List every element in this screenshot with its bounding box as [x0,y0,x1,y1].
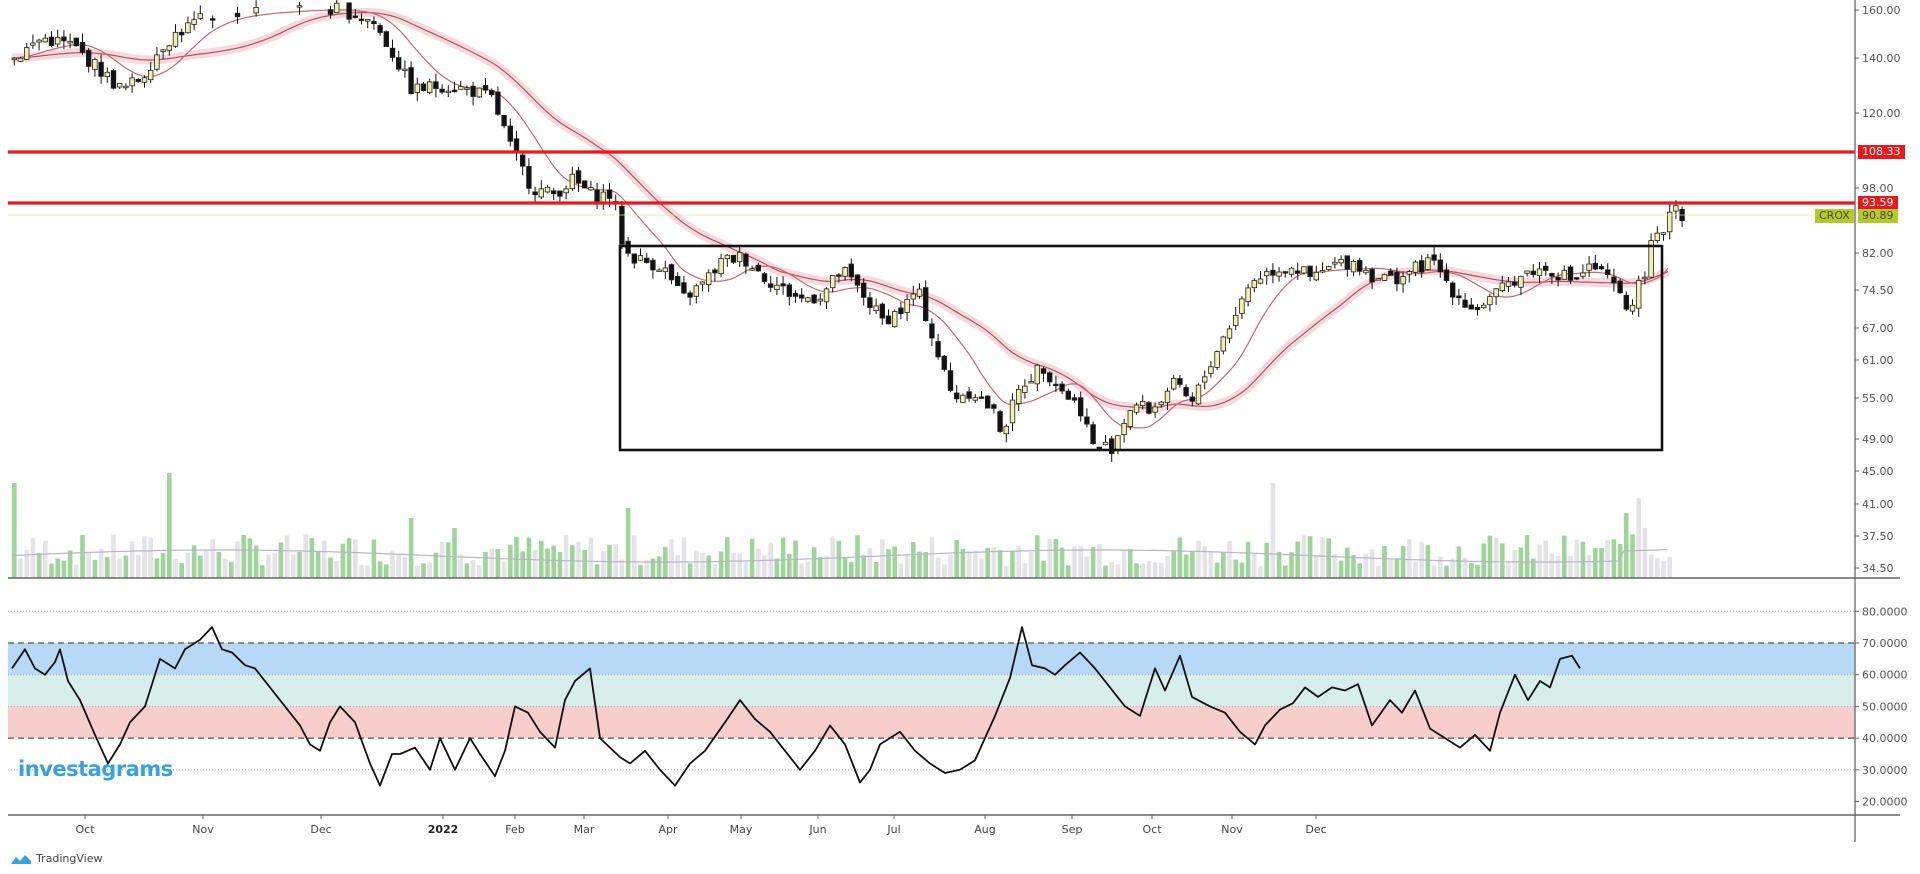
svg-text:60.0000: 60.0000 [1862,669,1908,682]
svg-text:120.00: 120.00 [1862,107,1901,120]
tradingview-logo-icon [11,854,31,864]
svg-text:74.50: 74.50 [1862,284,1894,297]
svg-text:61.00: 61.00 [1862,354,1894,367]
svg-text:40.0000: 40.0000 [1862,732,1908,745]
svg-text:34.50: 34.50 [1862,562,1894,575]
svg-text:55.00: 55.00 [1862,392,1894,405]
svg-text:67.00: 67.00 [1862,322,1894,335]
svg-text:Nov: Nov [1221,823,1243,836]
svg-text:May: May [730,823,753,836]
rsi-line [11,626,1581,787]
svg-text:50.0000: 50.0000 [1862,700,1908,713]
axes [8,0,1900,842]
moving-averages [11,7,1671,429]
resistance-low-price-tag: 93.59 [1858,196,1898,210]
tradingview-label: TradingView [36,852,103,865]
tradingview-brand[interactable]: TradingView [10,852,102,865]
consolidation-box[interactable] [618,244,1664,452]
svg-text:Aug: Aug [974,823,995,836]
svg-text:82.00: 82.00 [1862,247,1894,260]
svg-text:Jun: Jun [808,823,826,836]
svg-text:Mar: Mar [574,823,595,836]
svg-text:98.00: 98.00 [1862,182,1894,195]
svg-text:49.00: 49.00 [1862,433,1894,446]
svg-text:30.0000: 30.0000 [1862,764,1908,777]
investagrams-watermark: investagrams [18,757,173,781]
rsi-bands [8,643,1855,739]
svg-text:Dec: Dec [1305,823,1326,836]
price-axis-ticks: 160.00 140.00 120.00 98.00 82.00 74.50 67.00 61… [1855,4,1901,575]
price-candles [11,0,1685,463]
svg-text:Nov: Nov [192,823,214,836]
rsi-axis-ticks: 80.0000 70.0000 60.0000 50.0000 40.0000 30.00… [1855,605,1908,809]
volume-bars [11,473,1672,578]
svg-text:Apr: Apr [658,823,678,836]
svg-text:70.0000: 70.0000 [1862,637,1908,650]
svg-text:Jul: Jul [886,823,900,836]
resistance-high-price-tag: 108.33 [1858,145,1905,159]
svg-text:45.00: 45.00 [1862,465,1894,478]
svg-text:160.00: 160.00 [1862,4,1901,17]
symbol-tag: CROX [1815,209,1854,223]
last-price-tag: 90.89 [1858,209,1898,223]
svg-text:Oct: Oct [1142,823,1162,836]
grid-lines [8,196,1855,771]
svg-text:Sep: Sep [1062,823,1083,836]
time-axis-ticks: Oct Nov Dec 2022 Feb Mar Apr May Jun Jul Aug Sep Oct… [75,815,1327,836]
svg-text:140.00: 140.00 [1862,52,1901,65]
svg-text:Dec: Dec [310,823,331,836]
svg-text:80.0000: 80.0000 [1862,605,1908,618]
horizontal-resistance-lines[interactable] [8,150,1855,216]
svg-text:Oct: Oct [75,823,95,836]
svg-text:Feb: Feb [505,823,524,836]
svg-text:41.00: 41.00 [1862,498,1894,511]
svg-text:2022: 2022 [428,823,459,836]
svg-text:20.0000: 20.0000 [1862,796,1908,809]
svg-text:37.50: 37.50 [1862,530,1894,543]
